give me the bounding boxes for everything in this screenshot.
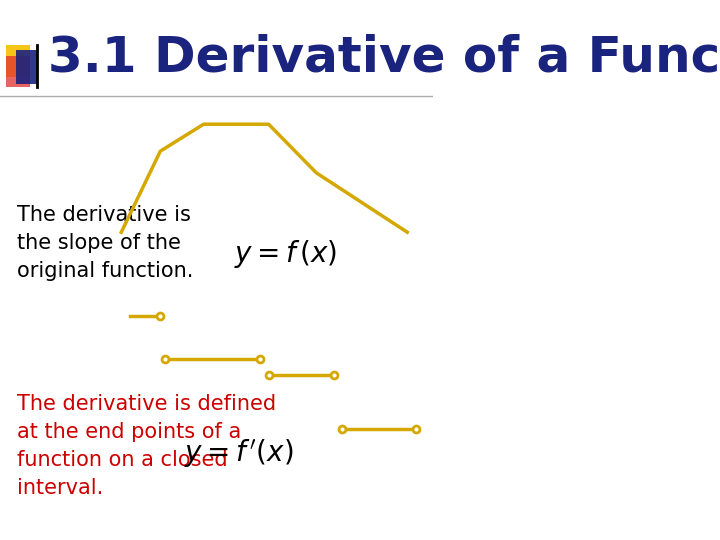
- Text: $y = f\,(x)$: $y = f\,(x)$: [235, 238, 338, 270]
- Text: The derivative is defined
at the end points of a
function on a closed
interval.: The derivative is defined at the end poi…: [17, 394, 276, 498]
- FancyBboxPatch shape: [66, 50, 67, 84]
- Text: The derivative is
the slope of the
original function.: The derivative is the slope of the origi…: [17, 205, 194, 281]
- Text: 3.1 Derivative of a Function: 3.1 Derivative of a Function: [48, 34, 720, 82]
- FancyBboxPatch shape: [6, 56, 30, 87]
- FancyBboxPatch shape: [6, 45, 30, 77]
- FancyBboxPatch shape: [68, 50, 70, 84]
- Text: $y = f\,'(x)$: $y = f\,'(x)$: [184, 437, 293, 470]
- FancyBboxPatch shape: [17, 50, 37, 84]
- FancyBboxPatch shape: [67, 50, 68, 84]
- FancyBboxPatch shape: [65, 50, 66, 84]
